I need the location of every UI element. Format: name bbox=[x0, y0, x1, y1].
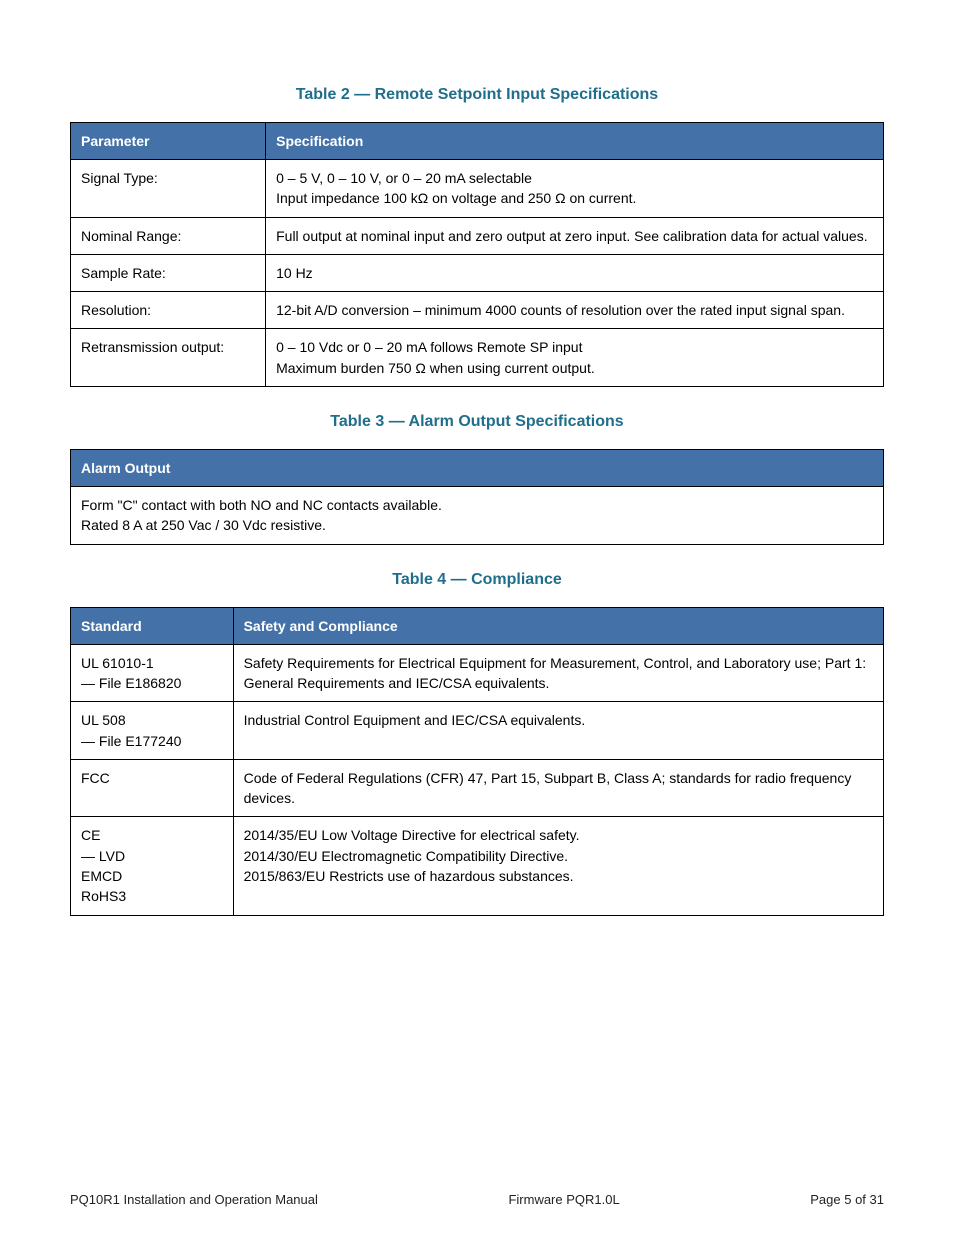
table-row: FCC Code of Federal Regulations (CFR) 47… bbox=[71, 759, 884, 817]
cell-compliance: Code of Federal Regulations (CFR) 47, Pa… bbox=[233, 759, 883, 817]
column-alarm-output: Alarm Output bbox=[71, 450, 884, 487]
spec-line: 2014/30/EU Electromagnetic Compatibility… bbox=[244, 846, 873, 866]
table-row: Signal Type: 0 – 5 V, 0 – 10 V, or 0 – 2… bbox=[71, 160, 884, 218]
table-header-row: Standard Safety and Compliance bbox=[71, 607, 884, 644]
cell-standard: CE — LVD EMCD RoHS3 bbox=[71, 817, 234, 915]
cell-parameter: Sample Rate: bbox=[71, 254, 266, 291]
std-line: UL 508 bbox=[81, 710, 223, 730]
table-row: CE — LVD EMCD RoHS3 2014/35/EU Low Volta… bbox=[71, 817, 884, 915]
cell-parameter: Nominal Range: bbox=[71, 217, 266, 254]
cell-compliance: Safety Requirements for Electrical Equip… bbox=[233, 644, 883, 702]
footer-right: Page 5 of 31 bbox=[810, 1192, 884, 1207]
spec-line: 2015/863/EU Restricts use of hazardous s… bbox=[244, 866, 873, 886]
cell-parameter: Signal Type: bbox=[71, 160, 266, 218]
spec-line: Full output at nominal input and zero ou… bbox=[276, 226, 873, 246]
spec-line: 0 – 5 V, 0 – 10 V, or 0 – 20 mA selectab… bbox=[276, 168, 873, 188]
std-line: EMCD bbox=[81, 866, 223, 886]
std-line: CE bbox=[81, 825, 223, 845]
cell-specification: 0 – 5 V, 0 – 10 V, or 0 – 20 mA selectab… bbox=[266, 160, 884, 218]
cell-standard: UL 508 — File E177240 bbox=[71, 702, 234, 760]
spec-line: 2014/35/EU Low Voltage Directive for ele… bbox=[244, 825, 873, 845]
spec-line: Code of Federal Regulations (CFR) 47, Pa… bbox=[244, 768, 873, 809]
cell-compliance: Industrial Control Equipment and IEC/CSA… bbox=[233, 702, 883, 760]
footer-center: Firmware PQR1.0L bbox=[508, 1192, 619, 1207]
table-header-row: Parameter Specification bbox=[71, 123, 884, 160]
std-line: FCC bbox=[81, 768, 223, 788]
spec-line: Form "C" contact with both NO and NC con… bbox=[81, 495, 873, 515]
cell-compliance: 2014/35/EU Low Voltage Directive for ele… bbox=[233, 817, 883, 915]
table-row: Form "C" contact with both NO and NC con… bbox=[71, 487, 884, 545]
column-compliance: Safety and Compliance bbox=[233, 607, 883, 644]
table3-heading: Table 3 — Alarm Output Specifications bbox=[70, 413, 884, 431]
spec-line: Rated 8 A at 250 Vac / 30 Vdc resistive. bbox=[81, 515, 873, 535]
table4-heading: Table 4 — Compliance bbox=[70, 571, 884, 589]
spec-line: Input impedance 100 kΩ on voltage and 25… bbox=[276, 188, 873, 208]
table-row: Sample Rate: 10 Hz bbox=[71, 254, 884, 291]
table2-heading: Table 2 — Remote Setpoint Input Specific… bbox=[70, 86, 884, 104]
std-line: — File E186820 bbox=[81, 673, 223, 693]
table-row: UL 508 — File E177240 Industrial Control… bbox=[71, 702, 884, 760]
table-compliance: Standard Safety and Compliance UL 61010-… bbox=[70, 607, 884, 916]
cell-specification: Full output at nominal input and zero ou… bbox=[266, 217, 884, 254]
cell-alarm-output: Form "C" contact with both NO and NC con… bbox=[71, 487, 884, 545]
spec-line: Maximum burden 750 Ω when using current … bbox=[276, 358, 873, 378]
std-line: — File E177240 bbox=[81, 731, 223, 751]
table-row: Retransmission output: 0 – 10 Vdc or 0 –… bbox=[71, 329, 884, 387]
spec-line: Industrial Control Equipment and IEC/CSA… bbox=[244, 710, 873, 730]
cell-specification: 10 Hz bbox=[266, 254, 884, 291]
cell-specification: 0 – 10 Vdc or 0 – 20 mA follows Remote S… bbox=[266, 329, 884, 387]
cell-standard: FCC bbox=[71, 759, 234, 817]
cell-parameter: Resolution: bbox=[71, 292, 266, 329]
std-line: UL 61010-1 bbox=[81, 653, 223, 673]
table-alarm-output: Alarm Output Form "C" contact with both … bbox=[70, 449, 884, 545]
cell-specification: 12-bit A/D conversion – minimum 4000 cou… bbox=[266, 292, 884, 329]
table-header-row: Alarm Output bbox=[71, 450, 884, 487]
footer-left: PQ10R1 Installation and Operation Manual bbox=[70, 1192, 318, 1207]
column-parameter: Parameter bbox=[71, 123, 266, 160]
std-line: RoHS3 bbox=[81, 886, 223, 906]
spec-line: 12-bit A/D conversion – minimum 4000 cou… bbox=[276, 300, 873, 320]
spec-line: Safety Requirements for Electrical Equip… bbox=[244, 653, 873, 694]
table-row: Resolution: 12-bit A/D conversion – mini… bbox=[71, 292, 884, 329]
column-standard: Standard bbox=[71, 607, 234, 644]
column-specification: Specification bbox=[266, 123, 884, 160]
spec-line: 0 – 10 Vdc or 0 – 20 mA follows Remote S… bbox=[276, 337, 873, 357]
spec-line: 10 Hz bbox=[276, 263, 873, 283]
page-footer: PQ10R1 Installation and Operation Manual… bbox=[70, 1192, 884, 1207]
table-remote-setpoint: Parameter Specification Signal Type: 0 –… bbox=[70, 122, 884, 387]
std-line: — LVD bbox=[81, 846, 223, 866]
cell-parameter: Retransmission output: bbox=[71, 329, 266, 387]
table-row: Nominal Range: Full output at nominal in… bbox=[71, 217, 884, 254]
cell-standard: UL 61010-1 — File E186820 bbox=[71, 644, 234, 702]
table-row: UL 61010-1 — File E186820 Safety Require… bbox=[71, 644, 884, 702]
